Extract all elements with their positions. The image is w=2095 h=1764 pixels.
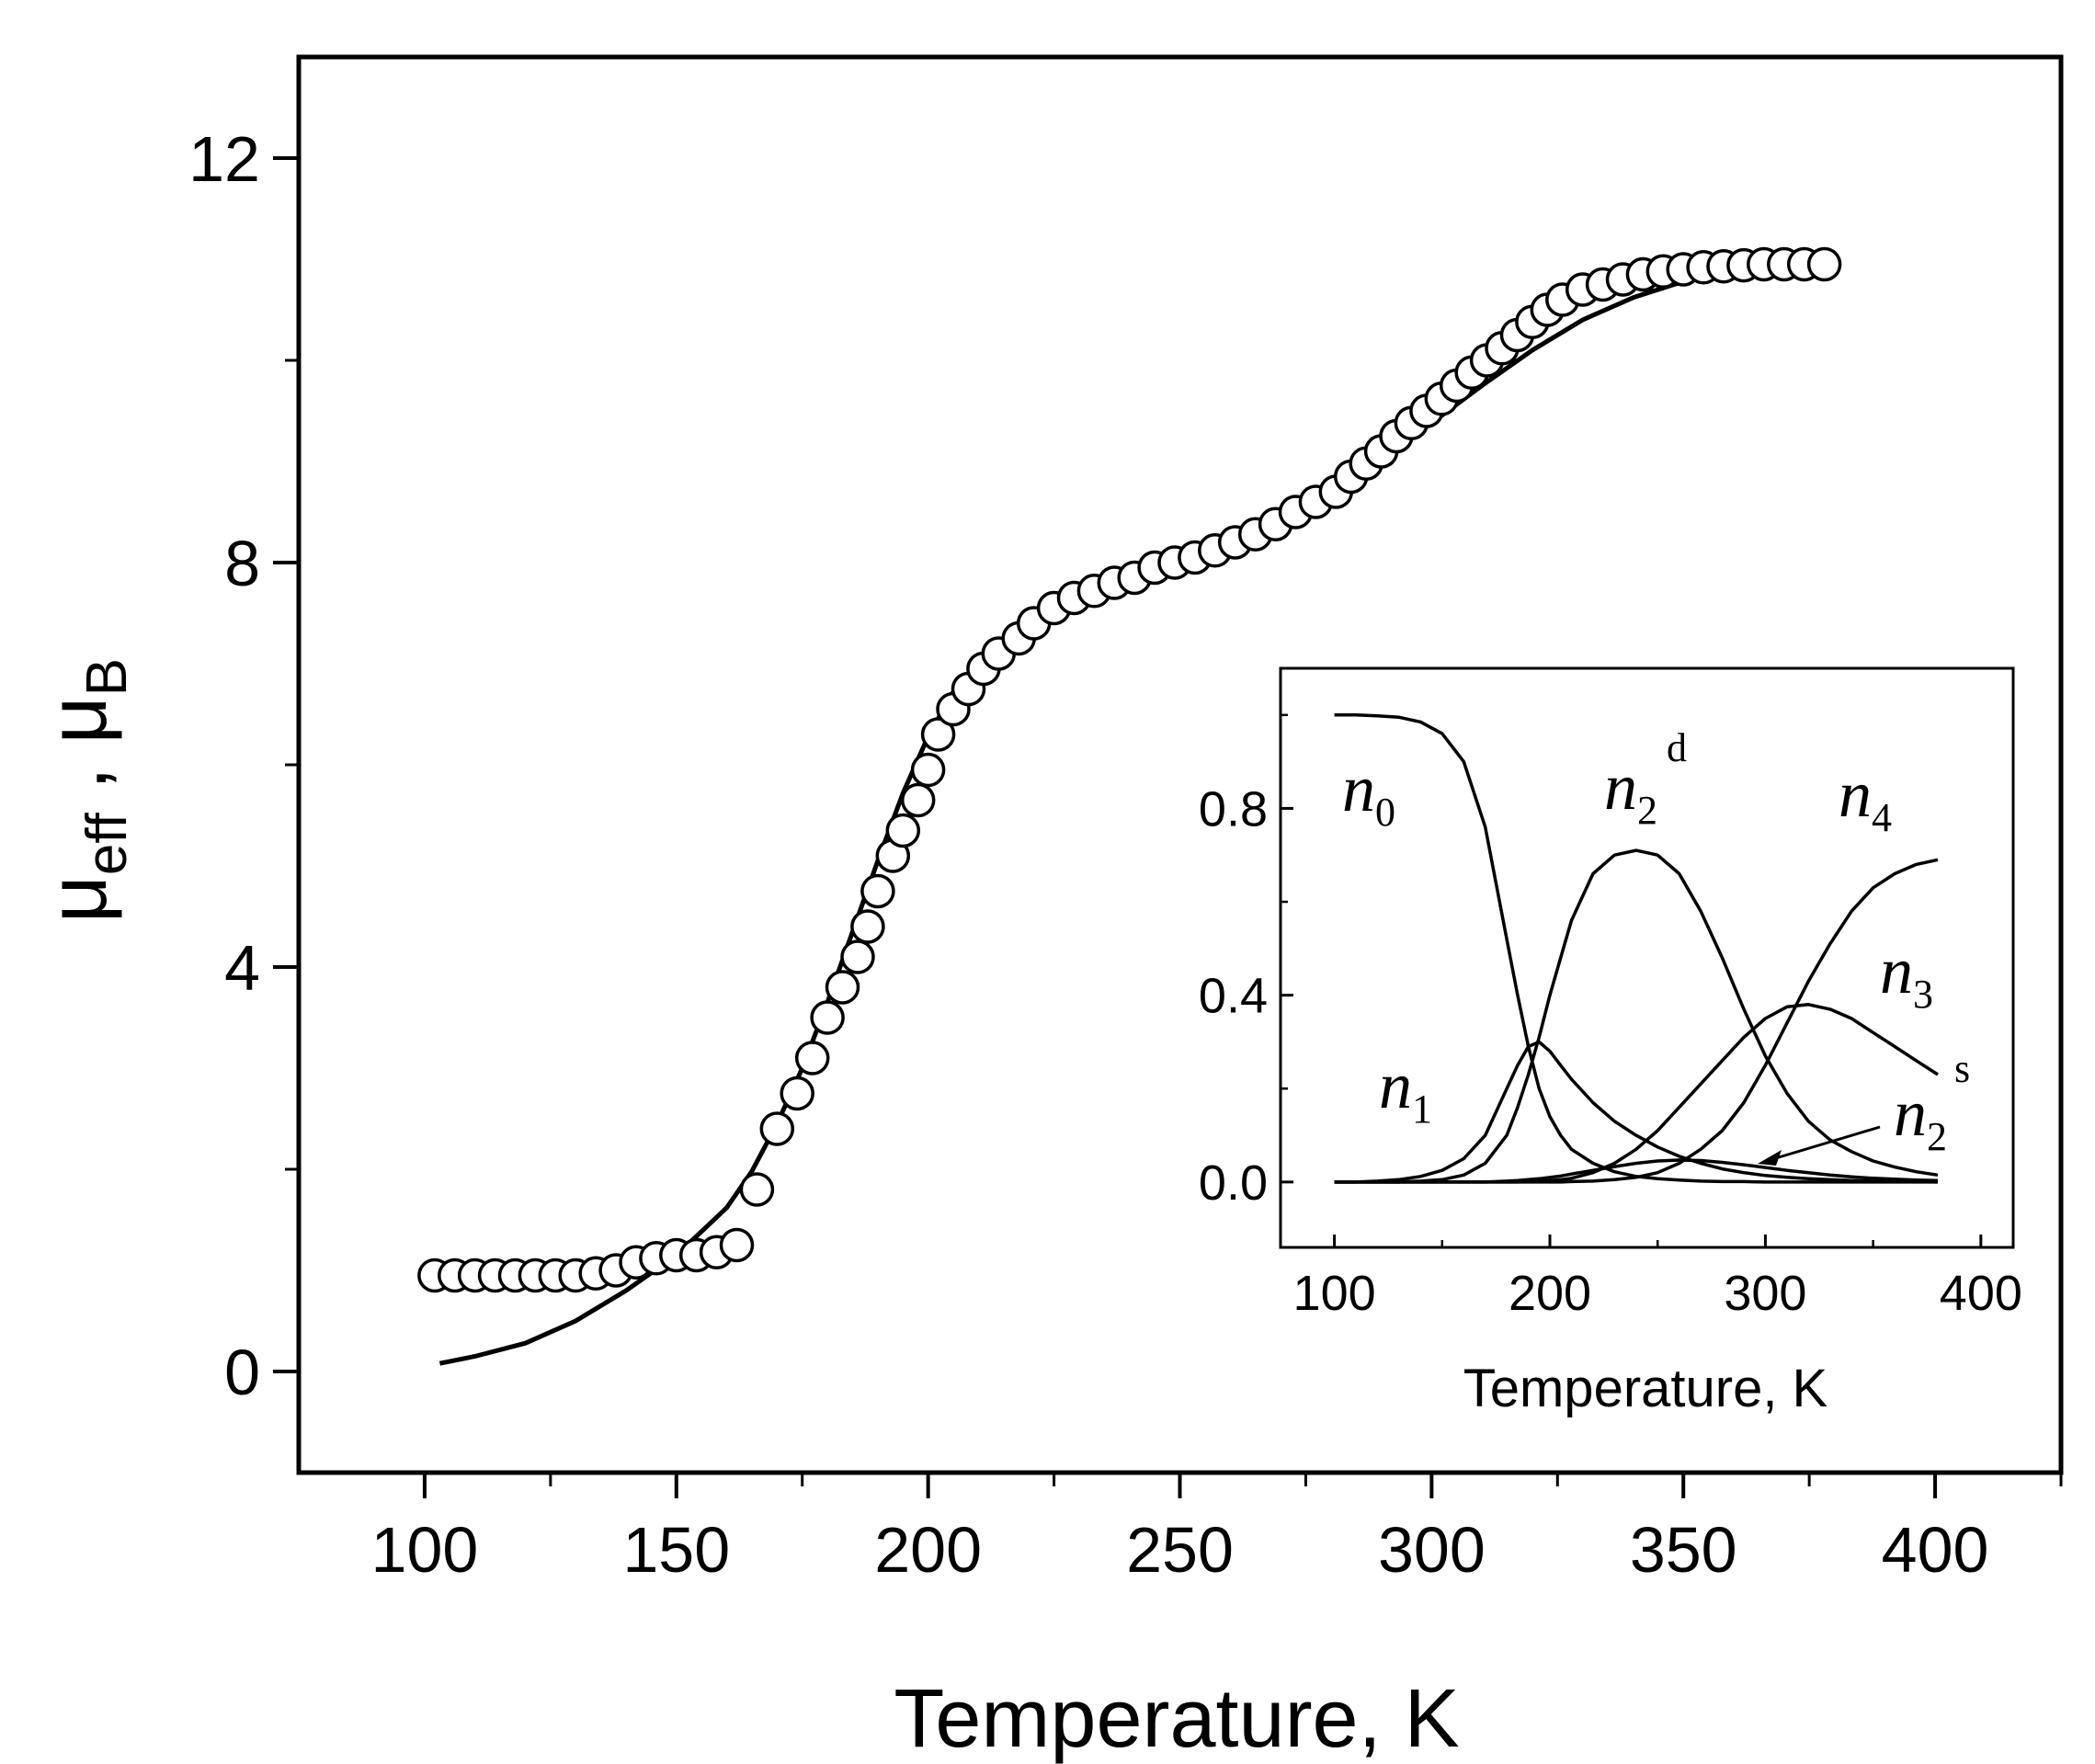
inset-y-tick-label-1: 0.4: [1199, 969, 1268, 1024]
n2s-arrow-head: [1758, 1150, 1782, 1166]
y-label-b: B: [75, 658, 139, 696]
inset-line-n1: [1334, 1040, 1939, 1184]
y-label-eff: eff: [75, 813, 139, 876]
label-n0: n0: [1342, 752, 1395, 835]
y-tick-label-0: 0: [224, 1337, 260, 1408]
label-n1: n1: [1379, 1049, 1432, 1132]
main-tick-labels: 100 150 200 250 300 350 400 0 4 8 12: [188, 123, 1988, 1586]
inset-y-tick-label-0: 0.0: [1199, 1155, 1268, 1211]
inset-line-n2d: [1334, 848, 1939, 1184]
inset-y-tick-label-2: 0.8: [1199, 781, 1268, 836]
main-y-axis-label: μeff , μB: [32, 658, 139, 923]
x-tick-label-250: 250: [1126, 1514, 1234, 1586]
data-point: [780, 1075, 814, 1111]
main-x-axis-label: Temperature, K: [894, 1673, 1459, 1764]
label-n4: n4: [1839, 757, 1892, 840]
label-n3: n3: [1880, 934, 1933, 1017]
data-point: [759, 1111, 795, 1146]
inset-background: [1281, 668, 2013, 1247]
y-label-mu-2: μ: [32, 696, 124, 744]
inset-axis-ticks: [1281, 713, 1983, 1247]
data-point: [794, 1041, 830, 1075]
inset-plot-frame: [1279, 666, 2015, 1249]
y-label-separator: ,: [32, 744, 124, 813]
label-n2d: n2d: [1604, 725, 1687, 833]
y-tick-label-12: 12: [188, 123, 260, 195]
y-tick-label-8: 8: [224, 528, 260, 599]
x-tick-label-150: 150: [622, 1514, 730, 1586]
data-point: [885, 813, 921, 848]
inset-line-n4: [1334, 858, 1939, 1184]
data-point: [825, 970, 860, 1005]
inset-x-tick-label-200: 200: [1509, 1266, 1591, 1321]
x-tick-label-400: 400: [1882, 1514, 1989, 1586]
data-point: [900, 782, 936, 818]
x-tick-label-100: 100: [371, 1514, 479, 1586]
x-tick-label-350: 350: [1630, 1514, 1737, 1586]
experimental-series: [417, 246, 1842, 1293]
y-tick-label-4: 4: [224, 932, 260, 1004]
inset-x-tick-label-400: 400: [1940, 1266, 2022, 1321]
inset-x-axis-label: Temperature, K: [1463, 1359, 1828, 1418]
inset-series: [1334, 713, 1939, 1184]
data-point: [910, 752, 946, 788]
svg-text:μeff , μB: μeff , μB: [32, 658, 139, 923]
n2s-arrow-line: [1769, 1125, 1881, 1162]
inset-tick-labels: 100 200 300 400 0.0 0.4 0.8: [1199, 781, 2022, 1321]
inset-x-tick-label-100: 100: [1293, 1266, 1376, 1321]
label-n2s: n2s: [1894, 1046, 1970, 1159]
main-axis-ticks: [273, 156, 2063, 1498]
x-tick-label-300: 300: [1378, 1514, 1486, 1586]
inset-x-tick-label-300: 300: [1724, 1266, 1806, 1321]
data-point: [719, 1227, 755, 1263]
data-point: [1806, 246, 1842, 282]
data-point: [739, 1172, 775, 1207]
data-point: [810, 1000, 845, 1035]
data-point: [920, 717, 956, 752]
y-label-mu: μ: [32, 875, 124, 923]
data-point: [840, 939, 875, 974]
main-chart: 100 150 200 250 300 350 400 0 4 8 12 Temperature, …: [32, 54, 2064, 1764]
data-point: [860, 873, 895, 909]
data-point: [850, 909, 885, 944]
x-tick-label-200: 200: [874, 1514, 982, 1586]
